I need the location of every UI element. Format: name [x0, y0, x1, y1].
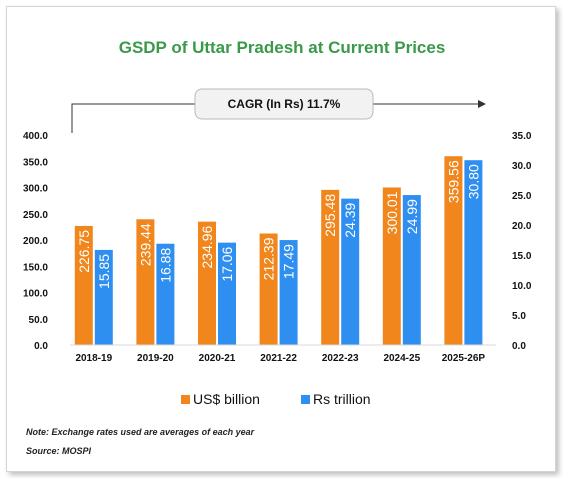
bar-usd — [74, 225, 93, 345]
legend-label-usd: US$ billion — [193, 391, 260, 407]
category-label: 2025-26P — [442, 353, 486, 364]
left-tick-label: 300.0 — [23, 184, 48, 195]
data-label-rs: 17.06 — [219, 246, 235, 281]
right-tick-label: 5.0 — [512, 311, 526, 322]
data-label-rs: 24.39 — [342, 202, 358, 237]
bar-rs — [279, 240, 298, 345]
bar-rs — [156, 243, 175, 345]
legend: US$ billion Rs trillion — [181, 391, 371, 407]
right-tick-label: 30.0 — [512, 161, 532, 172]
right-axis-ticks: 0.0 5.0 10.0 15.0 20.0 25.0 30.0 35.0 — [512, 131, 532, 352]
right-tick-label: 15.0 — [512, 251, 532, 262]
legend-label-rs: Rs trillion — [313, 391, 371, 407]
chart-title: GSDP of Uttar Pradesh at Current Prices — [119, 38, 446, 57]
bar-usd — [382, 187, 401, 345]
category-label: 2020-21 — [199, 353, 236, 364]
cagr-label: CAGR (In Rs) 11.7% — [228, 97, 341, 111]
cagr-box — [194, 88, 374, 120]
note-text: Note: Exchange rates used are averages o… — [26, 427, 255, 437]
data-label-usd: 212.39 — [261, 237, 277, 280]
category-label: 2021-22 — [260, 353, 297, 364]
right-tick-label: 10.0 — [512, 281, 532, 292]
bar-usd — [136, 219, 155, 345]
category-label: 2018-19 — [75, 353, 112, 364]
data-label-usd: 226.75 — [76, 230, 92, 273]
left-tick-label: 250.0 — [23, 210, 48, 221]
bar-usd — [198, 221, 216, 345]
data-label-usd: 234.96 — [199, 225, 215, 268]
category-label: 2019-20 — [137, 353, 174, 364]
bars — [74, 156, 483, 345]
bar-rs — [402, 195, 421, 345]
chart-frame — [6, 6, 556, 472]
category-label: 2022-23 — [322, 353, 359, 364]
source-text: Source: MOSPI — [26, 446, 92, 456]
left-tick-label: 0.0 — [34, 341, 48, 352]
left-tick-label: 150.0 — [23, 262, 48, 273]
right-tick-label: 25.0 — [512, 191, 532, 202]
left-tick-label: 100.0 — [23, 289, 48, 300]
data-labels: 226.75 15.85 239.44 16.88 234.96 17.06 212.39 1… — [76, 160, 482, 289]
bar-usd — [444, 156, 463, 345]
data-label-rs: 17.49 — [281, 244, 297, 279]
left-tick-label: 50.0 — [29, 315, 49, 326]
bar-usd — [259, 233, 278, 345]
data-label-usd: 239.44 — [137, 223, 153, 266]
cagr-annotation: CAGR (In Rs) 11.7% — [71, 88, 486, 133]
bar-rs — [218, 242, 236, 345]
data-label-usd: 300.01 — [384, 191, 400, 234]
legend-swatch-usd — [181, 395, 190, 404]
left-axis-ticks: 0.0 50.0 100.0 150.0 200.0 250.0 300.0 350.0 400… — [23, 131, 48, 352]
data-label-rs: 30.80 — [465, 164, 481, 199]
bar-usd — [321, 189, 340, 345]
right-tick-label: 35.0 — [512, 131, 532, 142]
data-label-usd: 295.48 — [322, 194, 338, 237]
left-tick-label: 200.0 — [23, 236, 48, 247]
legend-swatch-rs — [301, 395, 310, 404]
cagr-arrow-head — [478, 100, 486, 108]
data-label-rs: 16.88 — [157, 248, 173, 283]
data-label-usd: 359.56 — [445, 160, 461, 203]
data-label-rs: 15.85 — [96, 254, 112, 289]
left-tick-label: 350.0 — [23, 157, 48, 168]
data-label-rs: 24.99 — [404, 199, 420, 234]
bar-rs — [94, 249, 113, 345]
bar-rs — [464, 160, 483, 345]
category-labels: 2018-19 2019-20 2020-21 2021-22 2022-23 2024-… — [75, 353, 485, 364]
left-tick-label: 400.0 — [23, 131, 48, 142]
right-tick-label: 0.0 — [512, 341, 526, 352]
category-label: 2024-25 — [383, 353, 420, 364]
bar-rs — [341, 198, 360, 345]
right-tick-label: 20.0 — [512, 221, 532, 232]
